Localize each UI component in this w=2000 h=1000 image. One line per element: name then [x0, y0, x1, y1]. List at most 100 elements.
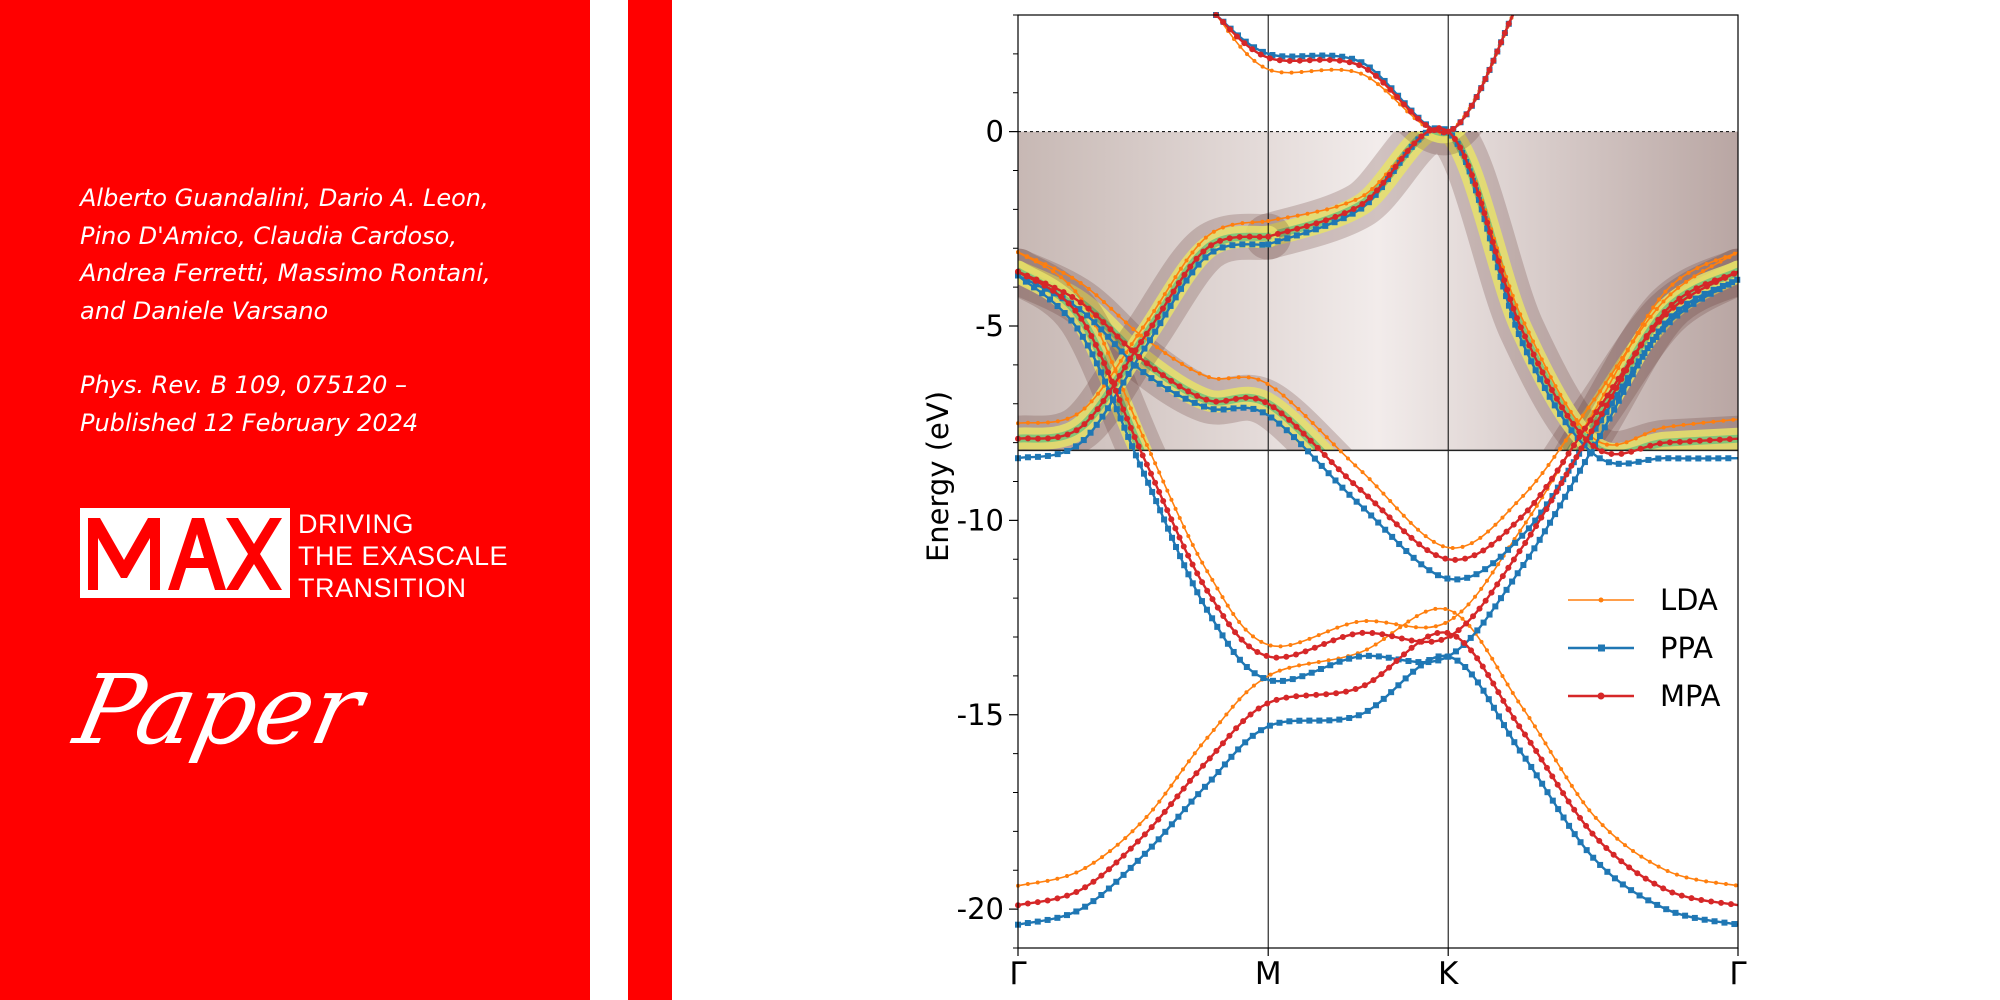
marker-lda [1413, 625, 1418, 630]
marker-mpa [1264, 700, 1271, 707]
marker-ppa [1402, 675, 1409, 682]
marker-mpa [1293, 693, 1300, 700]
x-tick-label: Γ [1729, 956, 1747, 992]
marker-mpa [1249, 46, 1256, 53]
marker-lda [1531, 339, 1536, 344]
marker-lda [1714, 880, 1719, 885]
marker-lda [1306, 661, 1311, 666]
marker-lda [1074, 412, 1079, 417]
marker-lda [1244, 690, 1249, 695]
marker-lda [1250, 220, 1255, 225]
marker-mpa [1505, 564, 1512, 571]
marker-ppa [1022, 278, 1029, 285]
arpes-glow-outer [1018, 632, 1738, 905]
marker-lda [1190, 542, 1195, 547]
marker-mpa [1498, 267, 1505, 274]
marker-lda [1661, 299, 1666, 304]
marker-mpa [1425, 633, 1432, 640]
marker-lda [1358, 71, 1363, 76]
marker-ppa [1672, 909, 1679, 916]
marker-ppa [1209, 615, 1216, 622]
marker-mpa [1393, 521, 1400, 528]
marker-mpa [1364, 66, 1371, 73]
marker-lda [1298, 640, 1303, 645]
marker-mpa [1186, 777, 1193, 784]
marker-mpa [1543, 764, 1550, 771]
marker-lda [1452, 610, 1457, 615]
marker-mpa [1434, 630, 1441, 637]
marker-ppa [1102, 378, 1109, 385]
marker-ppa [1098, 326, 1105, 333]
marker-mpa [1100, 397, 1107, 404]
marker-lda [1215, 586, 1220, 591]
marker-ppa [1444, 575, 1451, 582]
marker-lda [1603, 381, 1608, 386]
marker-mpa [1148, 470, 1155, 477]
marker-mpa [1386, 664, 1393, 671]
marker-mpa [1313, 220, 1320, 227]
marker-mpa [1544, 378, 1551, 385]
marker-lda [1177, 515, 1182, 520]
marker-ppa [1120, 871, 1127, 878]
marker-lda [1211, 229, 1216, 234]
marker-mpa [1176, 534, 1183, 541]
marker-ppa [1395, 682, 1402, 689]
marker-lda [1622, 843, 1627, 848]
marker-ppa [1047, 296, 1054, 303]
marker-mpa [1447, 632, 1454, 639]
marker-lda [1277, 668, 1282, 673]
marker-ppa [1654, 901, 1661, 908]
marker-ppa [1601, 424, 1608, 431]
marker-mpa [1501, 277, 1508, 284]
marker-mpa [1296, 57, 1303, 64]
marker-ppa [1331, 219, 1338, 226]
marker-mpa [1563, 471, 1570, 478]
max-logo-mark [80, 508, 290, 598]
marker-mpa [1185, 388, 1192, 395]
marker-mpa [1570, 442, 1577, 449]
marker-ppa [1259, 241, 1266, 248]
band-line-lda [1017, 607, 1739, 887]
marker-ppa [1153, 498, 1160, 505]
marker-mpa [1303, 692, 1310, 699]
marker-mpa [1278, 410, 1285, 417]
marker-mpa [1471, 552, 1478, 559]
marker-mpa [1474, 655, 1481, 662]
marker-ppa [1715, 455, 1722, 462]
marker-lda [1490, 656, 1495, 661]
marker-mpa [1549, 773, 1556, 780]
marker-ppa [1195, 261, 1202, 268]
marker-mpa [1152, 479, 1159, 486]
marker-ppa [1538, 509, 1545, 516]
marker-mpa [1568, 462, 1575, 469]
marker-mpa [1453, 633, 1460, 640]
marker-ppa [1721, 919, 1728, 926]
marker-lda [1287, 665, 1292, 670]
marker-lda [1656, 864, 1661, 869]
marker-lda [1140, 433, 1145, 438]
marker-lda [1574, 418, 1579, 423]
marker-ppa [1340, 215, 1347, 222]
marker-mpa [1060, 289, 1067, 296]
marker-lda [1676, 285, 1681, 290]
legend-label-lda: LDA [1660, 583, 1718, 617]
marker-ppa [1346, 491, 1353, 498]
marker-lda [1188, 367, 1193, 372]
marker-lda [1633, 436, 1638, 441]
marker-mpa [1328, 459, 1335, 466]
marker-lda [1237, 620, 1242, 625]
marker-mpa [1255, 705, 1262, 712]
marker-mpa [1407, 108, 1414, 115]
marker-lda [1615, 836, 1620, 841]
marker-ppa [1161, 516, 1168, 523]
marker-ppa [1655, 328, 1662, 335]
marker-ppa [1235, 746, 1242, 753]
marker-mpa [1527, 739, 1534, 746]
marker-ppa [1533, 772, 1540, 779]
marker-lda [1505, 682, 1510, 687]
marker-mpa [1698, 897, 1705, 904]
marker-ppa [1543, 501, 1550, 508]
marker-mpa [1613, 384, 1620, 391]
marker-lda [1416, 527, 1421, 532]
marker-ppa [1389, 533, 1396, 540]
